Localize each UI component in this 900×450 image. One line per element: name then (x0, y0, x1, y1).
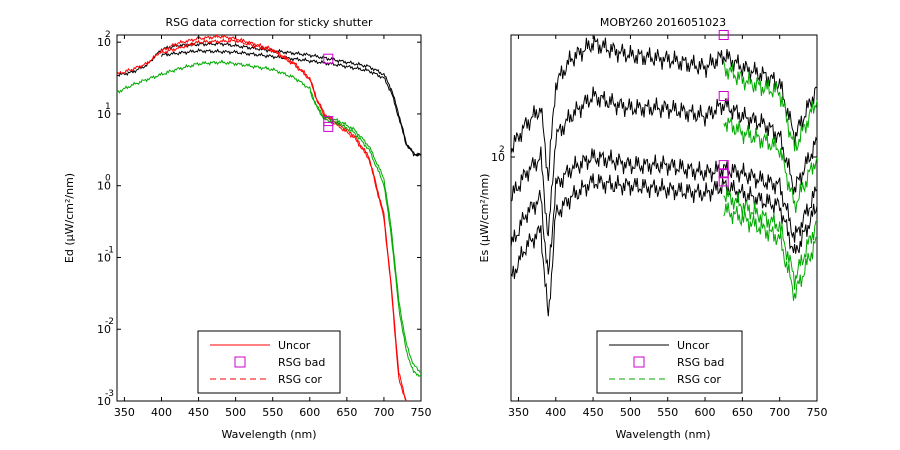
ed-rsg-bad-marker (323, 116, 334, 127)
ed-y-tick-base: 10 (97, 108, 111, 121)
es-rsg-bad-marker (718, 30, 729, 40)
ed-x-tick-label: 550 (262, 406, 283, 419)
ed-chart-plot-area (116, 34, 422, 402)
es-x-tick-label: 650 (732, 406, 753, 419)
ed-y-tick-base: 10 (97, 251, 111, 264)
es-x-tick-label: 750 (807, 406, 828, 419)
ed-x-tick-label: 350 (114, 406, 135, 419)
es-x-tick-label: 350 (508, 406, 529, 419)
ed-y-tick-exp: -3 (105, 389, 114, 399)
es-series-line-black (510, 35, 818, 182)
es-x-axis-label: Wavelength (nm) (615, 428, 710, 441)
es-x-tick-label: 700 (769, 406, 790, 419)
es-series-line-black (510, 148, 818, 275)
es-x-tick-label: 500 (620, 406, 641, 419)
ed-y-tick-exp: 1 (105, 102, 111, 112)
ed-legend-box (197, 330, 341, 394)
ed-series-line-red (116, 33, 407, 402)
ed-x-tick-label: 450 (188, 406, 209, 419)
es-y-axis-label: Es (µW/cm²/nm) (478, 174, 491, 263)
es-rsg-bad-marker (718, 176, 729, 187)
ed-series-line-green (116, 59, 422, 373)
ed-x-tick-label: 650 (336, 406, 357, 419)
ed-series-line-red (161, 38, 407, 402)
es-x-ticks: 350 400 450 500 550 600 650 700 750 (508, 35, 828, 419)
es-y-tick-base: 10 (491, 151, 505, 164)
es-x-tick-label: 600 (695, 406, 716, 419)
es-legend-box (596, 330, 743, 394)
es-legend: Uncor RSG bad RSG cor (596, 330, 743, 394)
ed-series-line-black (161, 48, 422, 157)
ed-y-tick-exp: -1 (105, 245, 114, 255)
es-x-tick-label: 450 (583, 406, 604, 419)
ed-x-tick-label: 600 (299, 406, 320, 419)
ed-y-tick-base: 10 (97, 323, 111, 336)
es-x-tick-label: 550 (657, 406, 678, 419)
ed-x-tick-label: 750 (411, 406, 432, 419)
ed-series-group (116, 33, 422, 402)
es-y-ticks: 102 (491, 145, 817, 164)
ed-legend-label: RSG cor (278, 373, 322, 386)
es-rsg-bad-marker (718, 91, 729, 101)
es-rsg-bad-marker (718, 160, 729, 171)
ed-legend-label: RSG bad (278, 356, 325, 369)
ed-legend: Uncor RSG bad RSG cor (197, 330, 341, 394)
ed-x-ticks: 350 400 450 500 550 600 650 700 750 (114, 35, 432, 419)
ed-y-tick-base: 10 (97, 395, 111, 408)
ed-legend-marker-rsg-bad (234, 356, 246, 368)
ed-y-tick-base: 10 (97, 180, 111, 193)
es-legend-marker-rsg-bad (633, 356, 645, 368)
ed-rsg-bad-marker (323, 121, 334, 132)
es-series-line-black (510, 86, 818, 237)
es-chart-title: MOBY260 2016051023 (600, 16, 726, 29)
ed-chart-panel: RSG data correction for sticky shutter 3… (63, 16, 432, 441)
es-series-line-green (723, 117, 818, 213)
ed-legend-label: Uncor (278, 339, 311, 352)
ed-x-tick-label: 400 (151, 406, 172, 419)
ed-y-tick-exp: 2 (105, 30, 111, 40)
es-y-tick-exp: 2 (499, 145, 505, 155)
es-series-line-green (723, 188, 818, 290)
ed-y-tick-exp: -2 (105, 317, 114, 327)
ed-rsg-bad-marker (323, 53, 334, 64)
ed-chart-title: RSG data correction for sticky shutter (165, 16, 373, 29)
ed-x-tick-label: 500 (225, 406, 246, 419)
ed-x-axis-label: Wavelength (nm) (221, 428, 316, 441)
ed-y-tick-exp: 0 (105, 174, 111, 184)
es-series-line-black (510, 173, 818, 317)
es-legend-label: RSG bad (677, 356, 724, 369)
ed-series-line-green (309, 91, 422, 378)
es-legend-label: Uncor (677, 339, 710, 352)
ed-x-tick-label: 700 (373, 406, 394, 419)
es-chart-plot-area (510, 34, 818, 402)
ed-y-tick-base: 10 (97, 36, 111, 49)
es-series-line-green (723, 60, 818, 152)
ed-y-axis-label: Ed (µW/cm²/nm) (63, 173, 76, 263)
es-legend-label: RSG cor (677, 373, 721, 386)
es-series-line-green (723, 202, 818, 301)
es-x-tick-label: 400 (545, 406, 566, 419)
es-rsg-bad-marker (718, 168, 729, 179)
es-series-group (510, 30, 818, 317)
es-chart-panel: MOBY260 2016051023 350 400 450 500 550 600 650… (478, 16, 828, 441)
